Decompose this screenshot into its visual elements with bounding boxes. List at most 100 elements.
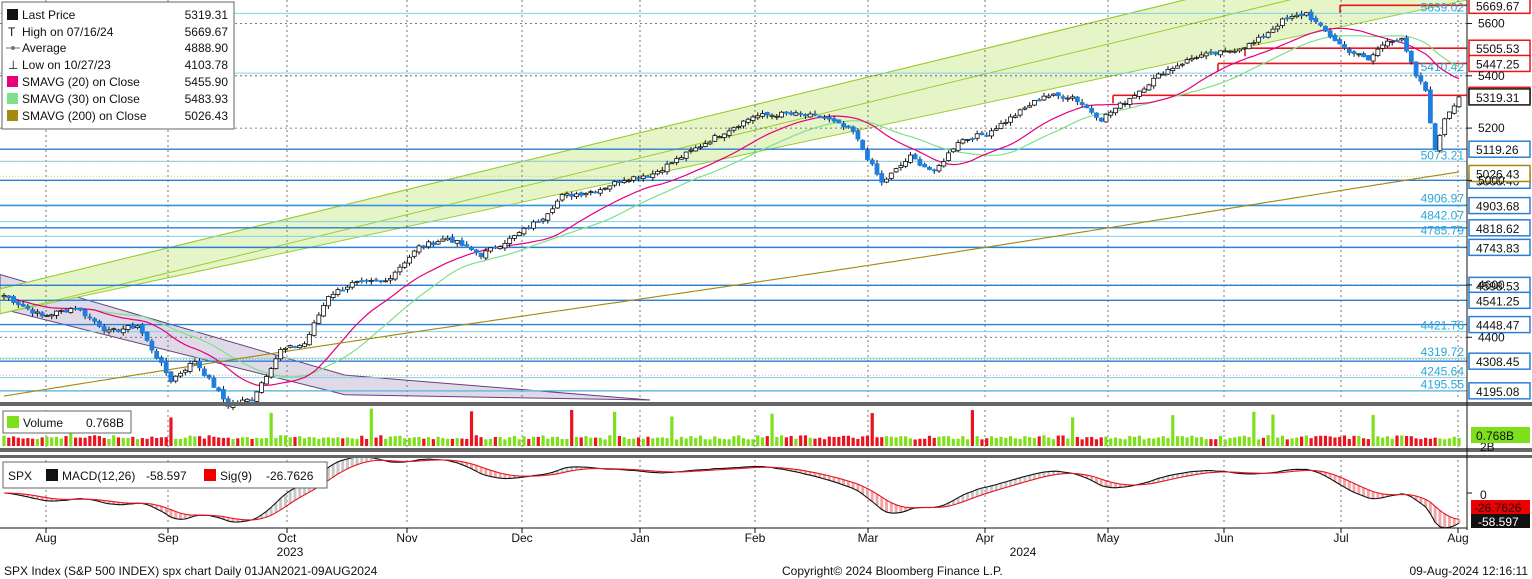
- volume-bar: [904, 436, 908, 446]
- candle-body-up: [1222, 50, 1228, 53]
- smavg20-line: [3, 27, 1460, 387]
- volume-bar: [11, 436, 16, 446]
- candle: [693, 145, 699, 152]
- volume-bar: [694, 438, 698, 446]
- candle-body-up: [793, 112, 799, 116]
- candle-body-down: [149, 340, 155, 351]
- candle-body-up: [1203, 52, 1209, 57]
- candle-body-up: [135, 325, 140, 328]
- legend-low-label: Low on 10/27/23: [22, 58, 111, 72]
- volume-axis-label: 2B: [1480, 440, 1495, 454]
- candle: [931, 168, 937, 174]
- volume-bar: [508, 437, 512, 446]
- volume-bar: [78, 437, 82, 446]
- volume-bar: [307, 436, 311, 446]
- candle: [378, 279, 384, 284]
- candle-body-down: [1036, 99, 1042, 102]
- candle-body-up: [1046, 95, 1052, 98]
- candle: [492, 245, 498, 250]
- volume-bar: [579, 437, 583, 446]
- candle: [111, 327, 117, 333]
- candle: [912, 152, 918, 160]
- candle: [197, 358, 202, 372]
- smavg30-swatch: [7, 93, 18, 104]
- volume-bar: [837, 436, 841, 446]
- volume-bar: [145, 438, 149, 446]
- candle-body-up: [445, 237, 451, 241]
- candle: [760, 110, 765, 119]
- candle: [1332, 33, 1338, 42]
- volume-bar: [1209, 439, 1213, 446]
- volume-bar: [1309, 438, 1313, 446]
- candle: [1456, 95, 1462, 109]
- candle: [798, 111, 804, 118]
- candle-body-up: [173, 375, 179, 382]
- volume-bar: [989, 436, 994, 446]
- candle: [736, 124, 742, 130]
- candle-body-up: [388, 278, 393, 281]
- candle-body-down: [616, 181, 622, 184]
- candle: [1165, 66, 1171, 76]
- candle: [345, 285, 350, 293]
- candle-body-up: [1447, 111, 1452, 119]
- candle-body-up: [354, 281, 360, 284]
- candle: [712, 133, 718, 143]
- candle-body-down: [1342, 44, 1347, 49]
- candle-body-up: [392, 271, 398, 280]
- volume-bar: [498, 436, 502, 446]
- candle-body-up: [1227, 50, 1233, 53]
- volume-bar: [1266, 435, 1270, 446]
- volume-bar: [1090, 436, 1094, 446]
- candle-body-up: [1032, 100, 1037, 106]
- volume-bar: [197, 436, 202, 446]
- volume-bar: [446, 438, 450, 446]
- candle-body-down: [378, 280, 384, 283]
- candle: [583, 192, 589, 198]
- volume-bar: [784, 437, 788, 446]
- candle-body-down: [1213, 51, 1219, 55]
- candle-body-up: [488, 247, 493, 252]
- support-badge: 4541.25: [1468, 291, 1531, 310]
- volume-bar: [536, 436, 540, 446]
- candle-body-up: [640, 175, 646, 179]
- candle: [702, 140, 708, 148]
- candle-body-down: [201, 368, 207, 376]
- volume-bar: [164, 437, 168, 446]
- candle: [383, 277, 389, 283]
- candle: [445, 235, 451, 241]
- volume-bar: [512, 436, 517, 446]
- month-label: Mar: [858, 531, 879, 545]
- volume-bar: [422, 438, 426, 446]
- candle: [731, 126, 737, 133]
- support-badge-text: 4598.53: [1476, 279, 1520, 293]
- candle: [664, 160, 670, 175]
- legend-smavg20-label: SMAVG (20) on Close: [22, 75, 140, 89]
- volume-bar: [913, 439, 917, 446]
- candle-body-up: [345, 286, 350, 290]
- price-tick-label: 5200: [1478, 121, 1505, 135]
- candle-body-down: [116, 329, 121, 333]
- volume-bar: [1137, 435, 1141, 446]
- candle-body-down: [1094, 112, 1099, 118]
- candle: [149, 338, 155, 354]
- volume-bar: [880, 437, 884, 446]
- candle-body-up: [779, 111, 784, 118]
- candle: [1008, 113, 1013, 126]
- volume-bar: [613, 411, 617, 446]
- candle: [302, 341, 307, 348]
- candle: [1136, 90, 1142, 100]
- candle: [507, 235, 513, 247]
- candle: [297, 343, 303, 349]
- candle: [1113, 107, 1118, 116]
- volume-bar: [250, 438, 254, 446]
- candle: [559, 193, 565, 202]
- macd-axis-zero: 0: [1480, 488, 1487, 502]
- volume-bar: [1304, 435, 1308, 446]
- candle-body-down: [478, 252, 484, 258]
- candle: [120, 325, 126, 336]
- candle-body-up: [612, 181, 618, 186]
- candle: [144, 331, 150, 342]
- volume-bar: [1395, 435, 1399, 446]
- volume-bar: [1066, 438, 1070, 446]
- macd-panel: [3, 456, 1472, 529]
